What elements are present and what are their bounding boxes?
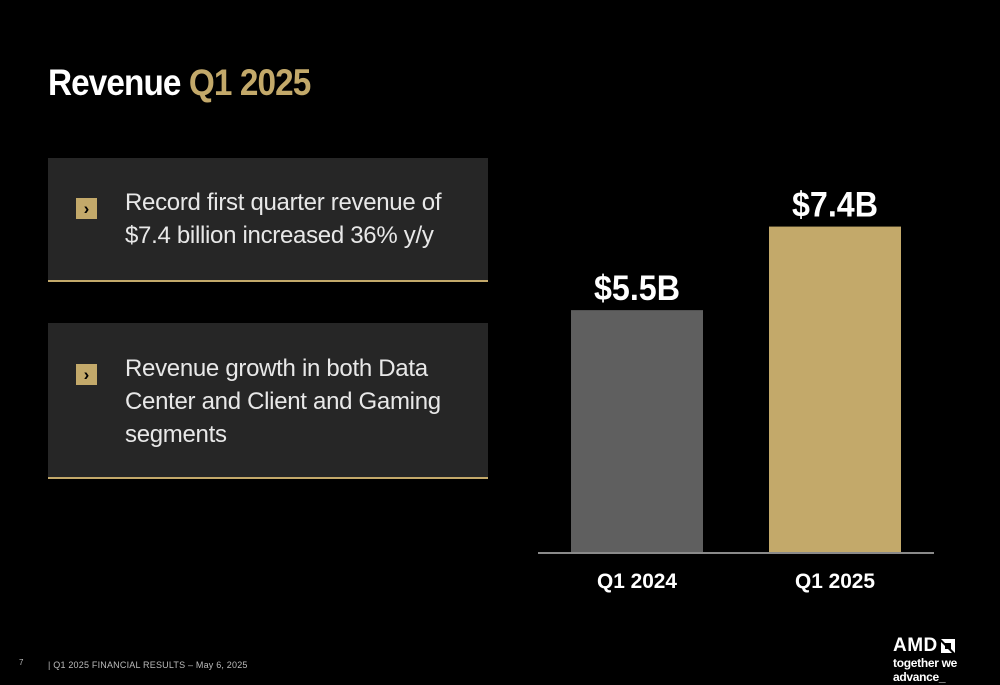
amd-logo: AMD together we advance_ xyxy=(893,635,1000,685)
chevron-right-icon: › xyxy=(76,198,97,219)
page-number: 7 xyxy=(19,658,24,667)
footer-text: | Q1 2025 FINANCIAL RESULTS – May 6, 202… xyxy=(48,660,248,670)
revenue-bar-chart: $5.5B Q1 2024 $7.4B Q1 2025 xyxy=(538,186,934,593)
amd-arrow-icon xyxy=(940,639,955,653)
page-title: Revenue Q1 2025 xyxy=(48,62,311,104)
x-tick-label: Q1 2024 xyxy=(597,570,677,593)
bullet-text: Record first quarter revenue of $7.4 bil… xyxy=(125,189,442,249)
bullet-card-growth: › Revenue growth in both Data Center and… xyxy=(48,323,488,479)
title-accent: Q1 2025 xyxy=(188,62,311,103)
chevron-right-icon: › xyxy=(76,364,97,385)
bar-q1-2025 xyxy=(769,226,901,552)
bar-q1-2024 xyxy=(571,310,703,552)
bullet-text: Revenue growth in both Data Center and C… xyxy=(125,355,441,448)
data-label: $5.5B xyxy=(594,269,680,308)
logo-tagline: together we advance_ xyxy=(893,656,958,684)
logo-brand: AMD xyxy=(893,635,938,656)
x-tick-label: Q1 2025 xyxy=(795,570,875,593)
title-main: Revenue xyxy=(48,62,181,103)
data-label: $7.4B xyxy=(792,186,878,225)
bullet-card-revenue: › Record first quarter revenue of $7.4 b… xyxy=(48,158,488,282)
